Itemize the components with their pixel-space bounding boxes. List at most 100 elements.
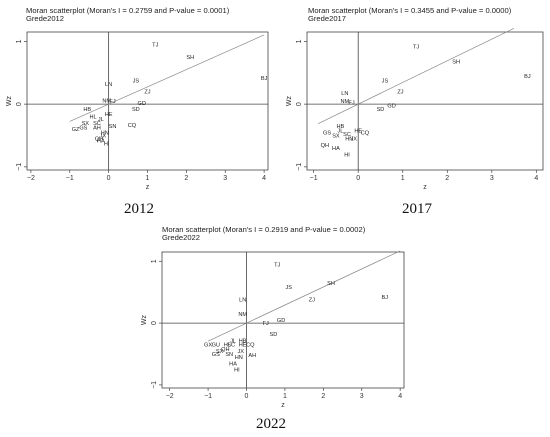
- chart-subtitle: Grede2017: [308, 14, 346, 23]
- x-tick-label: −1: [310, 175, 318, 182]
- data-point-label: BJ: [382, 295, 389, 301]
- plot-frame: [26, 31, 269, 171]
- data-point-label: LN: [341, 91, 348, 97]
- data-point-label: GS: [323, 130, 331, 136]
- data-point-label: GD: [387, 103, 395, 109]
- data-point-label: AH: [93, 125, 101, 131]
- data-point-label: JL: [230, 338, 236, 344]
- x-tick-label: 4: [398, 393, 402, 400]
- year-caption: 2017: [402, 201, 432, 217]
- regression-line: [69, 34, 265, 122]
- x-tick-label: 0: [245, 393, 249, 400]
- data-point-label: ZJ: [397, 90, 403, 96]
- plot-frame: [161, 251, 405, 389]
- data-point-label: SD: [377, 107, 385, 113]
- y-axis-label: Wz: [6, 95, 13, 106]
- x-tick-label: 1: [146, 175, 150, 182]
- x-axis-label: z: [423, 184, 427, 191]
- data-point-label: SC: [343, 132, 351, 138]
- chart-title: Moran scatterplot (Moran's I = 0.2759 an…: [26, 6, 230, 15]
- x-tick-label: 4: [534, 175, 538, 182]
- data-point-label: SX: [82, 121, 90, 127]
- y-tick-label: 0: [16, 102, 23, 106]
- data-point-label: TJ: [274, 262, 280, 268]
- data-point-label: SH: [186, 55, 194, 61]
- data-point-label: GD: [137, 101, 145, 107]
- x-tick-label: −1: [204, 393, 212, 400]
- data-point-label: GS: [212, 352, 220, 358]
- data-point-label: JX: [100, 134, 107, 140]
- y-tick-label: 1: [296, 39, 303, 43]
- data-point-label: SH: [327, 281, 335, 287]
- data-point-label: NM: [102, 98, 111, 104]
- data-point-label: HE: [105, 112, 113, 118]
- x-tick-label: 1: [401, 175, 405, 182]
- data-point-label: JX: [237, 349, 244, 355]
- chart-subtitle: Grede2022: [162, 233, 200, 242]
- data-point-label: HN: [345, 137, 353, 143]
- data-point-label: FJ: [263, 321, 269, 327]
- data-point-label: JX: [350, 137, 357, 143]
- data-point-label: JL: [98, 117, 104, 123]
- data-point-label: HI: [234, 367, 240, 373]
- chart-subtitle: Grede2012: [26, 14, 64, 23]
- data-point-label: SH: [452, 59, 460, 65]
- data-point-label: QH: [321, 143, 329, 149]
- x-axis-label: z: [281, 402, 285, 409]
- data-point-label: HL: [224, 343, 231, 349]
- y-tick-label: −1: [16, 163, 23, 171]
- data-point-label: GU: [212, 343, 220, 349]
- year-caption: 2012: [124, 201, 154, 217]
- y-tick-label: 1: [16, 39, 23, 43]
- data-point-label: NM: [238, 312, 247, 318]
- y-axis-label: Wz: [141, 314, 148, 325]
- data-point-label: HB: [337, 124, 345, 130]
- data-point-label: LN: [239, 298, 246, 304]
- regression-line: [207, 250, 401, 342]
- y-tick-label: 1: [151, 259, 158, 263]
- data-point-label: QH: [221, 347, 229, 353]
- y-axis-label: Wz: [286, 95, 293, 106]
- y-tick-label: −1: [151, 381, 158, 389]
- data-point-label: FJ: [109, 99, 115, 105]
- data-point-label: TJ: [413, 44, 419, 50]
- x-tick-label: 3: [223, 175, 227, 182]
- data-point-label: SC: [227, 343, 235, 349]
- data-point-label: HN: [235, 355, 243, 361]
- data-point-label: SX: [332, 134, 340, 140]
- data-point-label: CQ: [361, 130, 370, 136]
- y-tick-label: −1: [296, 163, 303, 171]
- data-point-label: JL: [337, 128, 343, 134]
- chart-title: Moran scatterplot (Moran's I = 0.2919 an…: [162, 225, 366, 234]
- data-point-label: HE: [239, 343, 247, 349]
- data-point-label: CQ: [246, 343, 255, 349]
- data-point-label: SC: [93, 121, 101, 127]
- data-point-label: HB: [239, 338, 247, 344]
- data-point-label: SD: [132, 107, 140, 113]
- data-point-label: HI: [104, 142, 110, 148]
- data-point-label: HB: [83, 107, 91, 113]
- data-point-label: ZJ: [309, 298, 315, 304]
- data-point-label: JS: [285, 285, 292, 291]
- data-point-label: HE: [354, 128, 362, 134]
- data-point-label: LN: [105, 82, 112, 88]
- data-point-label: GD: [277, 318, 285, 324]
- plot-frame: [306, 31, 544, 171]
- data-point-label: CQ: [128, 123, 137, 129]
- data-point-label: SX: [216, 349, 224, 355]
- x-tick-label: 2: [321, 393, 325, 400]
- data-point-label: BJ: [261, 76, 268, 82]
- regression-line: [317, 27, 515, 124]
- data-point-label: HA: [97, 139, 105, 145]
- data-point-label: BJ: [524, 74, 531, 80]
- data-point-label: SD: [270, 332, 278, 338]
- data-point-label: HL: [90, 115, 97, 121]
- x-axis-label: z: [146, 184, 150, 191]
- data-point-label: AH: [248, 353, 256, 359]
- data-point-label: HA: [332, 146, 340, 152]
- x-tick-label: 3: [490, 175, 494, 182]
- x-tick-label: 0: [356, 175, 360, 182]
